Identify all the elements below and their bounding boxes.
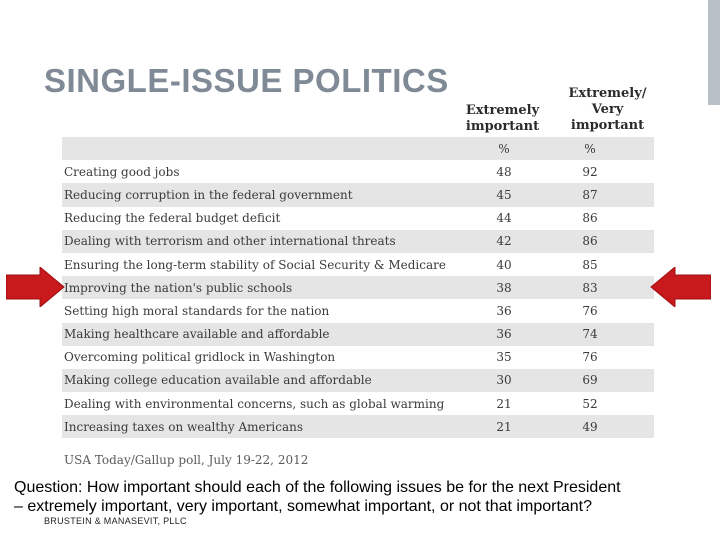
extremely-very-value: 86 [582,234,598,249]
extremely-very-value: 74 [582,327,598,342]
accent-bar [708,0,720,105]
column-header-extremely-very: Extremely/ Very important [560,86,655,134]
extremely-very-value: 87 [582,187,598,202]
extremely-value: 38 [496,280,512,295]
extremely-very-value: 49 [582,419,598,434]
issue-label: Dealing with environmental concerns, suc… [64,396,445,411]
table-row: Dealing with environmental concerns, suc… [62,392,654,415]
extremely-value: 21 [496,396,512,411]
survey-question: Question: How important should each of t… [14,478,714,516]
table-row: Making healthcare available and affordab… [62,322,654,346]
table-row: Overcoming political gridlock in Washing… [62,346,654,369]
survey-question-line2: – extremely important, very important, s… [14,498,593,515]
extremely-very-value: 52 [582,396,598,411]
extremely-very-value: 85 [582,257,598,272]
extremely-value: 36 [496,303,512,318]
extremely-value: 48 [496,164,512,179]
issue-label: Reducing corruption in the federal gover… [64,187,353,202]
issue-label: Reducing the federal budget deficit [64,211,281,226]
column-header-extremely-very-line3: important [570,118,645,133]
table-row: Increasing taxes on wealthy Americans 21 4… [62,415,654,439]
extremely-value: 21 [496,419,512,434]
table-row: Making college education available and a… [62,368,654,393]
issue-label: Ensuring the long-term stability of Soci… [64,257,446,272]
issues-table: % % Creating good jobs 48 92 Reducing corru… [62,137,654,439]
issue-label: Making healthcare available and affordab… [64,327,330,342]
table-row: Setting high moral standards for the nat… [62,299,654,322]
units-row: % % [62,137,654,161]
extremely-value: 40 [496,257,512,272]
left-arrow-icon [6,267,65,307]
table-row: Creating good jobs 48 92 [62,160,654,183]
extremely-very-value: 92 [582,164,598,179]
column-header-extremely-very-line1: Extremely/ [568,86,647,101]
unit-extremely-very: % [584,141,596,156]
extremely-very-value: 76 [582,303,598,318]
table-row: Improving the nation's public schools 38 8… [62,276,654,300]
table-row: Reducing corruption in the federal gover… [62,183,654,207]
unit-extremely: % [498,141,510,156]
extremely-value: 45 [496,187,512,202]
survey-question-line1: Question: How important should each of t… [14,479,621,496]
footer-firm-name: BRUSTEIN & MANASEVIT, PLLC [44,516,187,526]
table-row: Reducing the federal budget deficit 44 86 [62,207,654,230]
issue-label: Increasing taxes on wealthy Americans [64,419,303,434]
column-header-extremely: Extremely important [455,103,550,135]
extremely-value: 36 [496,327,512,342]
issue-label: Improving the nation's public schools [64,280,293,295]
table-row: Ensuring the long-term stability of Soci… [62,253,654,276]
table-row: Dealing with terrorism and other interna… [62,229,654,253]
column-header-extremely-line1: Extremely [465,103,540,118]
right-arrow-icon [650,267,711,307]
source-citation: USA Today/Gallup poll, July 19-22, 2012 [64,453,309,467]
issue-label: Overcoming political gridlock in Washing… [64,350,336,365]
extremely-very-value: 83 [582,280,598,295]
issue-label: Making college education available and a… [64,373,372,388]
extremely-value: 35 [496,350,512,365]
extremely-very-value: 86 [582,211,598,226]
issue-label: Dealing with terrorism and other interna… [64,234,396,249]
extremely-value: 42 [496,234,512,249]
extremely-very-value: 69 [582,373,598,388]
extremely-very-value: 76 [582,350,598,365]
issue-label: Creating good jobs [64,164,180,179]
issue-label: Setting high moral standards for the nat… [64,303,330,318]
column-header-extremely-line2: important [465,119,540,134]
extremely-value: 44 [496,211,512,226]
slide-title: SINGLE-ISSUE POLITICS [44,62,449,99]
extremely-value: 30 [496,373,512,388]
column-header-extremely-very-line2: Very [591,102,624,117]
